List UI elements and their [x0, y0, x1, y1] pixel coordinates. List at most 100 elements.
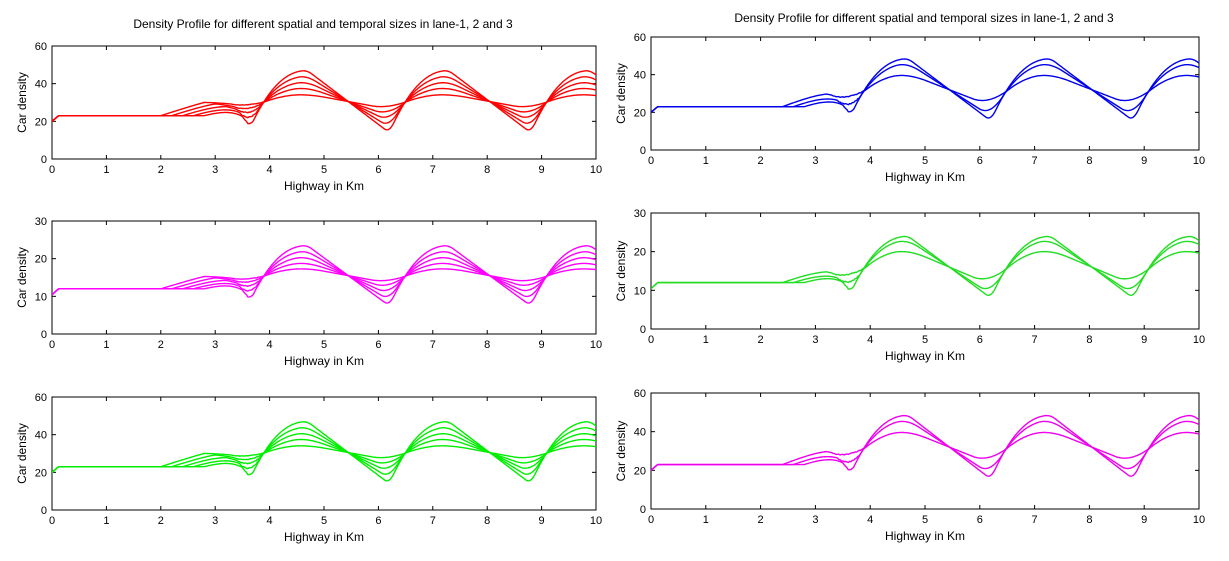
- plot-frame: [51, 45, 597, 160]
- x-tick-label: 1: [103, 339, 109, 351]
- chart-left-top: 0 1 2 3 4 5 6 7 8 9 10 0 20 40 60 Highway in Km Car dens…: [15, 41, 602, 193]
- x-tick-label: 6: [977, 334, 983, 346]
- x-tick-label: 3: [212, 515, 218, 527]
- y-tick-label: 20: [35, 254, 47, 266]
- left-figure-title: Density Profile for different spatial an…: [133, 17, 513, 31]
- series-line-size-3: [651, 431, 1199, 471]
- y-axis-label: Car density: [15, 423, 29, 484]
- series-line-size-5: [52, 445, 596, 473]
- x-tick-label: 9: [1141, 155, 1147, 167]
- x-tick-label: 0: [49, 515, 55, 527]
- x-axis-label: Highway in Km: [885, 349, 965, 363]
- x-tick-label: 10: [590, 515, 602, 527]
- plot-frame: [650, 36, 1200, 151]
- x-tick-label: 6: [375, 164, 381, 176]
- plot-frame: [51, 396, 597, 511]
- y-tick-label: 40: [634, 70, 646, 82]
- x-tick-label: 6: [375, 339, 381, 351]
- y-tick-label: 40: [35, 430, 47, 442]
- x-tick-label: 3: [812, 155, 818, 167]
- x-tick-label: 0: [648, 334, 654, 346]
- y-tick-label: 20: [35, 467, 47, 479]
- x-tick-label: 1: [103, 515, 109, 527]
- chart-right-top: 0 1 2 3 4 5 6 7 8 9 10 0 20 40 60 Highway in Km Car dens…: [614, 32, 1205, 184]
- x-tick-label: 7: [430, 515, 436, 527]
- y-tick-label: 40: [634, 427, 646, 439]
- x-tick-label: 3: [212, 164, 218, 176]
- x-tick-label: 5: [321, 515, 327, 527]
- plot-frame: [51, 220, 597, 335]
- x-tick-label: 1: [703, 514, 709, 526]
- chart-left-bottom: 0 1 2 3 4 5 6 7 8 9 10 0 20 40 60 Highway in Km Car dens…: [15, 392, 602, 544]
- x-axis-label: Highway in Km: [284, 179, 364, 193]
- x-tick-label: 0: [49, 164, 55, 176]
- x-tick-label: 10: [590, 164, 602, 176]
- y-tick-label: 20: [634, 247, 646, 259]
- chart-left-middle: 0 1 2 3 4 5 6 7 8 9 10 0 10 20 30 Highway in Km Car dens…: [15, 216, 602, 368]
- x-tick-label: 7: [1032, 155, 1038, 167]
- x-tick-label: 4: [267, 515, 273, 527]
- y-axis-label: Car density: [614, 241, 628, 302]
- y-tick-label: 60: [35, 392, 47, 404]
- series-line-size-5: [52, 268, 596, 296]
- x-axis-label: Highway in Km: [885, 170, 965, 184]
- x-axis-label: Highway in Km: [885, 529, 965, 543]
- y-tick-label: 20: [634, 107, 646, 119]
- series-line-size-5: [52, 94, 596, 122]
- x-tick-label: 9: [539, 164, 545, 176]
- right-figure-title: Density Profile for different spatial an…: [734, 11, 1114, 25]
- series-line-size-3: [651, 74, 1199, 113]
- x-tick-label: 4: [867, 514, 873, 526]
- y-tick-label: 0: [640, 504, 646, 516]
- y-tick-label: 0: [640, 324, 646, 336]
- x-tick-label: 4: [867, 155, 873, 167]
- x-tick-label: 5: [922, 514, 928, 526]
- x-tick-label: 7: [430, 339, 436, 351]
- y-tick-label: 0: [640, 145, 646, 157]
- x-tick-label: 3: [812, 334, 818, 346]
- y-tick-label: 20: [35, 116, 47, 128]
- x-tick-label: 10: [1193, 514, 1205, 526]
- y-tick-label: 10: [35, 291, 47, 303]
- x-tick-label: 7: [1032, 334, 1038, 346]
- x-tick-label: 10: [1193, 334, 1205, 346]
- x-tick-label: 2: [758, 514, 764, 526]
- chart-right-middle: 0 1 2 3 4 5 6 7 8 9 10 0 10 20 30 Highway in Km Car dens…: [614, 208, 1205, 363]
- x-axis-label: Highway in Km: [284, 530, 364, 544]
- x-tick-label: 0: [648, 514, 654, 526]
- x-tick-label: 9: [1141, 334, 1147, 346]
- y-tick-label: 60: [35, 41, 47, 53]
- x-tick-label: 0: [49, 339, 55, 351]
- x-tick-label: 1: [703, 155, 709, 167]
- x-tick-label: 8: [484, 515, 490, 527]
- x-tick-label: 10: [1193, 155, 1205, 167]
- x-tick-label: 1: [703, 334, 709, 346]
- x-tick-label: 9: [539, 339, 545, 351]
- x-tick-label: 6: [977, 514, 983, 526]
- x-tick-label: 8: [484, 339, 490, 351]
- plot-frame: [650, 392, 1200, 510]
- chart-right-bottom: 0 1 2 3 4 5 6 7 8 9 10 0 20 40 60 Highway in Km Car dens…: [614, 388, 1205, 543]
- y-tick-label: 30: [634, 208, 646, 220]
- y-tick-label: 30: [35, 216, 47, 228]
- x-tick-label: 4: [867, 334, 873, 346]
- y-tick-label: 0: [41, 505, 47, 517]
- y-axis-label: Car density: [15, 72, 29, 133]
- y-tick-label: 0: [41, 154, 47, 166]
- x-tick-label: 8: [484, 164, 490, 176]
- x-tick-label: 10: [590, 339, 602, 351]
- x-tick-label: 5: [922, 155, 928, 167]
- y-axis-label: Car density: [15, 247, 29, 308]
- x-tick-label: 6: [375, 515, 381, 527]
- x-tick-label: 4: [267, 339, 273, 351]
- x-tick-label: 6: [977, 155, 983, 167]
- x-tick-label: 0: [648, 155, 654, 167]
- x-tick-label: 9: [1141, 514, 1147, 526]
- x-tick-label: 5: [321, 339, 327, 351]
- x-axis-label: Highway in Km: [284, 354, 364, 368]
- x-tick-label: 4: [267, 164, 273, 176]
- series-line-size-3: [651, 250, 1199, 290]
- x-tick-label: 1: [103, 164, 109, 176]
- x-tick-label: 7: [1032, 514, 1038, 526]
